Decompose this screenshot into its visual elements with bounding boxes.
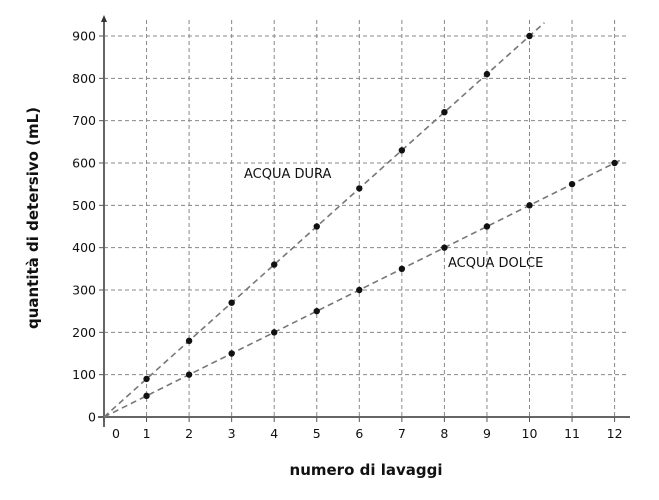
x-tick-label: 8 (440, 426, 448, 441)
x-tick-label: 12 (607, 426, 623, 441)
data-point (441, 244, 448, 251)
data-point (483, 70, 491, 78)
y-tick-label: 300 (72, 283, 96, 298)
data-point (611, 159, 618, 167)
x-tick-label: 0 (112, 426, 120, 441)
x-tick-label: 6 (355, 426, 363, 441)
data-point (313, 223, 320, 230)
x-tick-label: 9 (483, 426, 491, 441)
data-point (143, 375, 150, 383)
data-point (228, 350, 235, 357)
data-point (398, 265, 406, 273)
y-tick-label: 400 (72, 240, 96, 255)
data-point (271, 329, 278, 336)
series-label-acqua-dolce: ACQUA DOLCE (448, 256, 543, 271)
data-point (483, 223, 491, 230)
x-tick-label: 7 (398, 426, 406, 441)
x-tick-label: 1 (143, 426, 151, 441)
x-tick-label: 10 (522, 426, 538, 441)
y-axis-title: quantità di detersivo (mL) (24, 107, 42, 329)
data-point (526, 202, 533, 209)
data-point (568, 180, 576, 188)
data-point (185, 371, 193, 378)
x-axis-title: numero di lavaggi (290, 461, 443, 479)
x-tick-label: 4 (270, 426, 278, 441)
data-point (526, 32, 533, 40)
x-tick-label: 5 (313, 426, 321, 441)
data-point (185, 337, 193, 344)
x-tick-label: 2 (185, 426, 193, 441)
series-label-acqua-dura: ACQUA DURA (244, 167, 332, 182)
y-tick-label: 900 (72, 29, 96, 44)
data-point (441, 109, 448, 116)
trendline-acqua-dolce (103, 158, 624, 418)
data-point (271, 261, 278, 268)
data-point (356, 185, 363, 192)
y-tick-label: 800 (72, 71, 96, 86)
trendline-acqua-dura (103, 22, 545, 418)
y-tick-label: 200 (72, 325, 96, 340)
data-point (228, 299, 235, 306)
y-tick-label: 100 (72, 367, 96, 382)
data-point (313, 307, 320, 315)
x-tick-label: 11 (564, 426, 580, 441)
data-point (398, 147, 406, 154)
y-axis-arrow-icon (101, 15, 107, 22)
y-tick-label: 600 (72, 156, 96, 171)
y-tick-label: 0 (88, 410, 96, 425)
y-tick-label: 500 (72, 198, 96, 213)
x-tick-label: 3 (228, 426, 236, 441)
data-point (143, 392, 150, 400)
data-point (356, 286, 363, 294)
y-tick-label: 700 (72, 113, 96, 128)
